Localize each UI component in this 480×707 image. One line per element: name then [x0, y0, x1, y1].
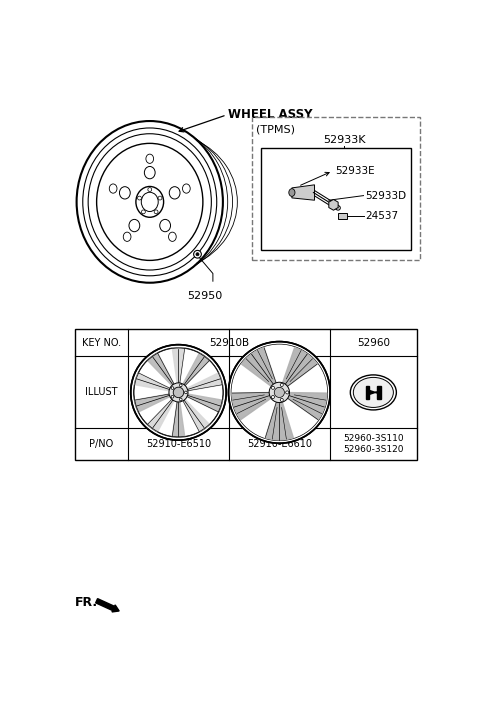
Polygon shape — [135, 394, 170, 412]
Polygon shape — [265, 402, 293, 440]
Circle shape — [271, 386, 275, 390]
Polygon shape — [172, 402, 185, 437]
Polygon shape — [172, 348, 185, 383]
Ellipse shape — [141, 192, 158, 211]
Text: P/NO: P/NO — [89, 439, 114, 449]
Text: 52960: 52960 — [357, 338, 390, 348]
Text: 52960-3S110: 52960-3S110 — [343, 434, 404, 443]
FancyArrow shape — [96, 599, 119, 612]
Polygon shape — [135, 373, 170, 391]
Circle shape — [280, 398, 283, 402]
Polygon shape — [283, 348, 317, 386]
Polygon shape — [183, 399, 209, 432]
Text: 52933D: 52933D — [365, 191, 406, 201]
Circle shape — [138, 196, 142, 200]
Circle shape — [148, 187, 152, 192]
Text: (TPMS): (TPMS) — [256, 125, 295, 135]
Text: FR.: FR. — [75, 596, 98, 609]
Ellipse shape — [129, 219, 140, 232]
Text: KEY NO.: KEY NO. — [82, 338, 121, 348]
Ellipse shape — [353, 378, 394, 407]
Ellipse shape — [96, 144, 203, 260]
Polygon shape — [329, 199, 338, 210]
Text: 52933K: 52933K — [323, 135, 366, 145]
Polygon shape — [288, 392, 326, 420]
Polygon shape — [370, 390, 377, 395]
Circle shape — [158, 196, 162, 200]
Text: WHEEL ASSY: WHEEL ASSY — [228, 107, 313, 121]
Circle shape — [180, 384, 182, 387]
Polygon shape — [148, 399, 174, 432]
Circle shape — [196, 252, 199, 256]
Bar — [262, 148, 411, 250]
Bar — [338, 213, 348, 218]
Polygon shape — [377, 386, 381, 399]
Circle shape — [142, 210, 145, 214]
Circle shape — [171, 395, 174, 398]
Ellipse shape — [136, 187, 164, 217]
Ellipse shape — [120, 187, 130, 199]
Polygon shape — [366, 386, 370, 399]
Ellipse shape — [182, 184, 190, 193]
Circle shape — [173, 387, 184, 397]
Polygon shape — [292, 185, 314, 200]
Ellipse shape — [160, 219, 170, 232]
Circle shape — [180, 398, 182, 401]
Text: 52950: 52950 — [188, 291, 223, 301]
Polygon shape — [148, 354, 174, 385]
Circle shape — [269, 382, 289, 402]
Ellipse shape — [169, 187, 180, 199]
Text: 52960-3S120: 52960-3S120 — [343, 445, 404, 454]
Text: 52910-E6510: 52910-E6510 — [146, 439, 211, 449]
Text: 52933E: 52933E — [335, 166, 374, 176]
Circle shape — [286, 391, 289, 394]
Polygon shape — [232, 392, 271, 420]
Circle shape — [169, 383, 188, 402]
Polygon shape — [183, 354, 209, 385]
Ellipse shape — [123, 232, 131, 241]
Ellipse shape — [350, 375, 396, 410]
Ellipse shape — [146, 154, 154, 163]
Circle shape — [193, 250, 201, 258]
Bar — [252, 117, 420, 259]
Circle shape — [274, 387, 285, 397]
Text: 52910-E6610: 52910-E6610 — [247, 439, 312, 449]
Circle shape — [184, 391, 187, 394]
Text: ILLUST: ILLUST — [85, 387, 118, 397]
Ellipse shape — [289, 189, 295, 197]
Circle shape — [171, 387, 174, 390]
Circle shape — [154, 210, 158, 214]
Circle shape — [271, 395, 275, 399]
Bar — [75, 329, 417, 460]
Polygon shape — [187, 373, 222, 391]
Text: 24537: 24537 — [365, 211, 398, 221]
Circle shape — [131, 345, 226, 440]
Polygon shape — [187, 394, 222, 412]
Ellipse shape — [168, 232, 176, 241]
Ellipse shape — [109, 184, 117, 193]
Ellipse shape — [144, 166, 155, 179]
Circle shape — [228, 341, 330, 443]
Polygon shape — [241, 348, 276, 386]
Circle shape — [280, 383, 283, 387]
Text: 52910B: 52910B — [209, 338, 249, 348]
